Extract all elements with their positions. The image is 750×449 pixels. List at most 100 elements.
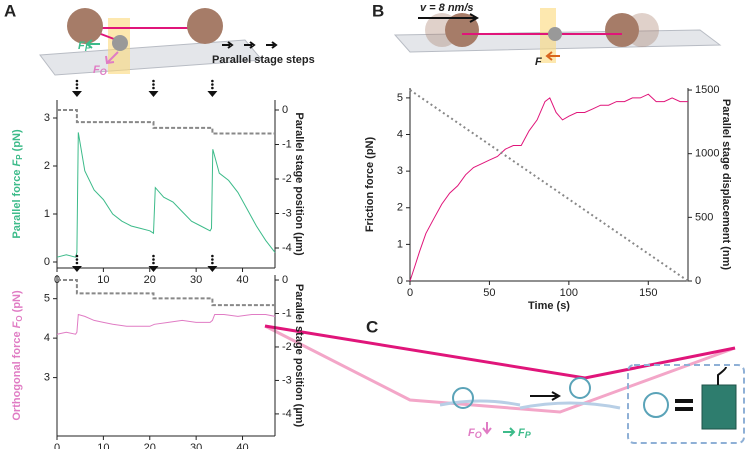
force-label: F [535, 56, 542, 68]
x-tick-label: 0 [54, 442, 60, 449]
marker-dot [211, 254, 214, 258]
y2-tick-label: -2 [282, 173, 292, 185]
y2-tick-label: -4 [282, 242, 292, 254]
y2-axis-label: Parallel stage displacement (nm) [720, 99, 732, 271]
label-subscript: P [15, 154, 24, 160]
y2-tick-label: 0 [695, 275, 701, 287]
marker-arrow [71, 91, 82, 97]
step-marker [71, 79, 82, 97]
symbol: F [468, 427, 475, 439]
x-tick-label: 0 [407, 287, 413, 299]
panel-label: A [4, 1, 16, 20]
marker-arrow [207, 91, 218, 97]
y-tick-label: 5 [44, 293, 50, 305]
subscript: O [100, 67, 107, 77]
marker-arrow [148, 266, 159, 272]
x-tick-label: 150 [639, 287, 657, 299]
x-tick-label: 10 [97, 274, 109, 286]
y2-tick-label: 0 [282, 274, 288, 286]
y-tick-label: 1 [397, 238, 403, 250]
symbol: F [93, 64, 100, 76]
panel-label: C [366, 317, 378, 336]
marker-dot [75, 83, 79, 86]
label-text: Orthogonal force [11, 328, 23, 420]
symbol: F [518, 427, 525, 439]
y2-tick-label: -1 [282, 307, 292, 319]
x-tick-label: 10 [97, 442, 109, 449]
force-label: FO [468, 427, 482, 440]
subscript: P [525, 430, 532, 440]
y2-axis-label: Parallel stage position (µm) [293, 284, 305, 428]
marker-arrow [207, 266, 218, 272]
marker-dot [152, 261, 155, 265]
y-tick-label: 3 [44, 372, 50, 384]
x-tick-label: 20 [144, 274, 156, 286]
marker-dot [152, 83, 155, 86]
marker-dot [152, 86, 155, 90]
y2-tick-label: -2 [282, 341, 292, 353]
y2-tick-label: -1 [282, 138, 292, 150]
y-tick-label: 4 [397, 128, 403, 140]
y-tick-label: 4 [44, 332, 50, 344]
illustration-a: FP FO Parallel stage steps [39, 8, 315, 77]
x-tick-label: 40 [236, 274, 248, 286]
marker-dot [152, 258, 155, 261]
x-tick-label: 100 [560, 287, 578, 299]
step-marker [148, 254, 159, 272]
marker-dot [75, 261, 79, 265]
illustration-c: FO FP [264, 324, 745, 444]
label-subscript: O [15, 315, 24, 321]
step-marker [207, 254, 218, 272]
label-symbol: F [11, 159, 23, 166]
y-tick-label: 3 [397, 165, 403, 177]
illustration-b: v = 8 nm/s F [393, 2, 722, 68]
x-tick-label: 30 [190, 442, 202, 449]
y-tick-label: 5 [397, 92, 403, 104]
y2-tick-label: 500 [695, 211, 713, 223]
y-tick-label: 3 [44, 112, 50, 124]
y-axis-label: Parallel force FP (pN) [11, 129, 24, 239]
step-marker [148, 79, 159, 97]
x-tick-label: 20 [144, 442, 156, 449]
x-axis-label: Time (s) [528, 300, 570, 312]
subscript: P [85, 43, 92, 53]
marker-dot [211, 86, 214, 90]
y-tick-label: 0 [44, 256, 50, 268]
caption: Parallel stage steps [212, 54, 315, 66]
marker-dot [152, 79, 155, 83]
series-line [409, 93, 688, 282]
panel-label: B [372, 1, 384, 20]
series-line [56, 132, 276, 258]
y-axis-label: Orthogonal force FO (pN) [11, 290, 24, 421]
label-unit: (pN) [11, 129, 23, 154]
force-label: FP [78, 40, 92, 53]
x-tick-label: 30 [190, 274, 202, 286]
marker-dot [75, 254, 79, 258]
label-symbol: F [11, 321, 23, 328]
series-line [56, 313, 276, 335]
marker-dot [75, 79, 79, 83]
y2-tick-label: 1000 [695, 148, 719, 160]
marker-dot [75, 258, 79, 261]
y-tick-label: 2 [44, 160, 50, 172]
label-unit: (pN) [11, 290, 23, 315]
x-tick-label: 50 [483, 287, 495, 299]
y2-axis-label: Parallel stage position (µm) [293, 112, 305, 256]
marker-arrow [71, 266, 82, 272]
symbol: F [78, 40, 85, 52]
force-label: FP [518, 427, 532, 440]
y2-tick-label: -3 [282, 207, 292, 219]
x-tick-label: 40 [236, 442, 248, 449]
marker-dot [211, 79, 214, 83]
force-label: FO [93, 64, 107, 77]
y-axis-label: Friction force (pN) [364, 137, 376, 233]
series-line [409, 89, 689, 282]
y-tick-label: 1 [44, 208, 50, 220]
subscript: O [475, 430, 482, 440]
marker-dot [211, 83, 214, 86]
step-marker [71, 254, 82, 272]
marker-dot [75, 86, 79, 90]
marker-dot [211, 258, 214, 261]
y2-tick-label: 1500 [695, 84, 719, 96]
